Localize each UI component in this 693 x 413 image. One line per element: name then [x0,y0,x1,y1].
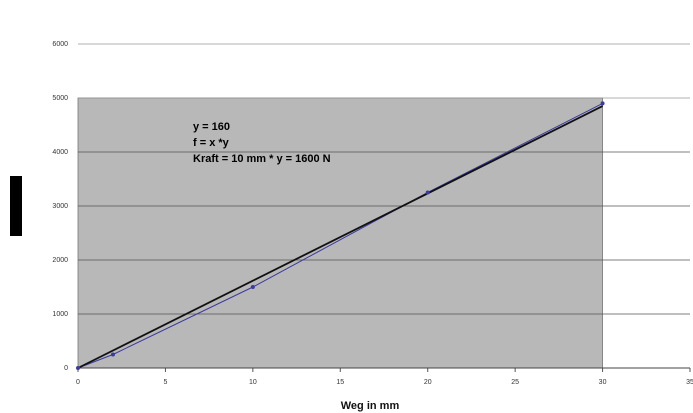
y-tick-label: 6000 [52,41,68,48]
x-tick-label: 20 [424,379,432,386]
y-tick-label: 5000 [52,95,68,102]
y-axis-label-redacted [10,176,22,236]
x-tick-label: 0 [76,379,80,386]
x-tick-label: 35 [686,379,693,386]
annotation: f = x *y [193,137,230,149]
data-point [600,101,605,106]
x-tick-label: 10 [249,379,257,386]
x-tick-label: 30 [599,379,607,386]
y-tick-label: 0 [64,365,68,372]
y-tick-label: 4000 [52,149,68,156]
y-tick-label: 3000 [52,203,68,210]
x-axis-label: Weg in mm [341,400,400,412]
data-point [110,352,115,357]
plot-area [77,97,603,369]
data-point [425,190,430,195]
data-point [250,285,255,289]
x-tick-label: 15 [336,379,344,386]
y-tick-label: 2000 [52,257,68,264]
data-point [76,366,80,370]
x-tick-label: 5 [163,379,167,386]
annotation: Kraft = 10 mm * y = 1600 N [193,153,331,165]
x-tick-label: 25 [511,379,519,386]
trend-line [77,105,603,369]
y-tick-label: 1000 [52,311,68,318]
annotation: y = 160 [193,121,230,133]
